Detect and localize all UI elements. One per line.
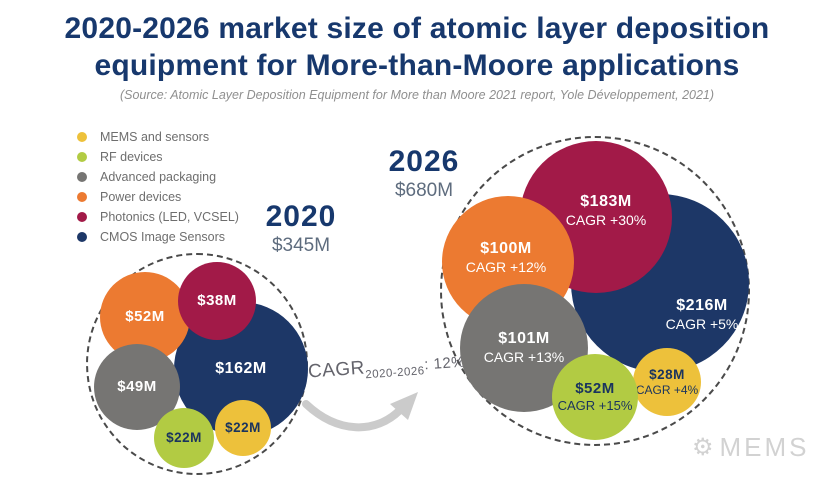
watermark: ⚙ MEMS — [692, 432, 810, 463]
bubble-2026-mems-value: $28M — [649, 366, 685, 382]
bubble-2026-cmos-value: $216M — [676, 297, 728, 315]
bubble-2026-rf-cagr: CAGR +15% — [557, 398, 633, 414]
legend-swatch-mems — [77, 132, 87, 142]
legend-label-rf: RF devices — [100, 150, 163, 164]
cagr-annotation: CAGR2020-2026: 12% — [307, 353, 466, 383]
bubble-2026-mems-cagr: CAGR +4% — [635, 382, 699, 397]
bubble-2026-advanced-packaging-value: $101M — [498, 330, 550, 348]
legend-label-cmos: CMOS Image Sensors — [100, 230, 226, 244]
legend-item-photonics: Photonics (LED, VCSEL) — [77, 207, 239, 227]
bubble-2026-rf: $52M CAGR +15% — [552, 354, 638, 440]
legend-item-cmos: CMOS Image Sensors — [77, 227, 239, 247]
total-2026: $680M — [394, 180, 454, 201]
legend-label-photonics: Photonics (LED, VCSEL) — [100, 210, 239, 224]
legend-swatch-rf — [77, 152, 87, 162]
bubble-2026-photonics-value: $183M — [580, 193, 632, 211]
bubble-2026-rf-value: $52M — [575, 380, 615, 398]
page-title: 2020-2026 market size of atomic layer de… — [0, 10, 834, 84]
total-2020: $345M — [271, 235, 331, 256]
bubble-2020-cmos-value: $162M — [215, 359, 267, 377]
cagr-annotation-value: : 12% — [423, 353, 466, 374]
watermark-text: MEMS — [719, 432, 810, 462]
bubble-2020-advanced-packaging-value: $49M — [117, 377, 157, 395]
cagr-arrow-icon — [302, 392, 418, 432]
legend-label-power: Power devices — [100, 190, 182, 204]
bubble-2020-rf: $22M — [154, 408, 214, 468]
title-line-1: 2020-2026 market size of atomic layer de… — [64, 12, 770, 45]
legend-item-power: Power devices — [77, 187, 239, 207]
bubble-2026-power-cagr: CAGR +12% — [465, 259, 547, 276]
bubble-2026-photonics-cagr: CAGR +30% — [565, 212, 647, 229]
legend-swatch-advanced-packaging — [77, 172, 87, 182]
bubble-2020-rf-value: $22M — [166, 429, 202, 445]
bubble-2026-power-value: $100M — [480, 240, 532, 258]
year-label-2026: 2026 $680M — [374, 145, 474, 202]
legend-item-advanced-packaging: Advanced packaging — [77, 167, 239, 187]
legend-label-advanced-packaging: Advanced packaging — [100, 170, 217, 184]
legend-item-mems: MEMS and sensors — [77, 127, 239, 147]
bubble-2020-photonics: $38M — [178, 262, 256, 340]
bubble-2026-cmos-cagr: CAGR +5% — [665, 316, 739, 333]
year-2026: 2026 — [388, 145, 460, 178]
legend: MEMS and sensors RF devices Advanced pac… — [77, 127, 239, 247]
year-label-2020: 2020 $345M — [251, 200, 351, 257]
legend-swatch-cmos — [77, 232, 87, 242]
legend-item-rf: RF devices — [77, 147, 239, 167]
year-2020: 2020 — [265, 200, 337, 233]
gear-icon: ⚙ — [692, 434, 714, 461]
legend-label-mems: MEMS and sensors — [100, 130, 210, 144]
bubble-2020-mems-value: $22M — [225, 419, 261, 435]
cluster-outline-2026 — [440, 136, 750, 446]
bubble-2026-advanced-packaging-cagr: CAGR +13% — [483, 349, 565, 366]
cagr-annotation-subscript: 2020-2026 — [364, 365, 426, 382]
legend-swatch-power — [77, 192, 87, 202]
legend-swatch-photonics — [77, 212, 87, 222]
bubble-2020-photonics-value: $38M — [197, 291, 237, 309]
bubble-2026-mems: $28M CAGR +4% — [633, 348, 701, 416]
bubble-2020-power-value: $52M — [125, 307, 165, 325]
title-line-2: equipment for More-than-Moore applicatio… — [94, 49, 740, 82]
source-note: (Source: Atomic Layer Deposition Equipme… — [119, 88, 715, 102]
bubble-2020-mems: $22M — [215, 400, 271, 456]
